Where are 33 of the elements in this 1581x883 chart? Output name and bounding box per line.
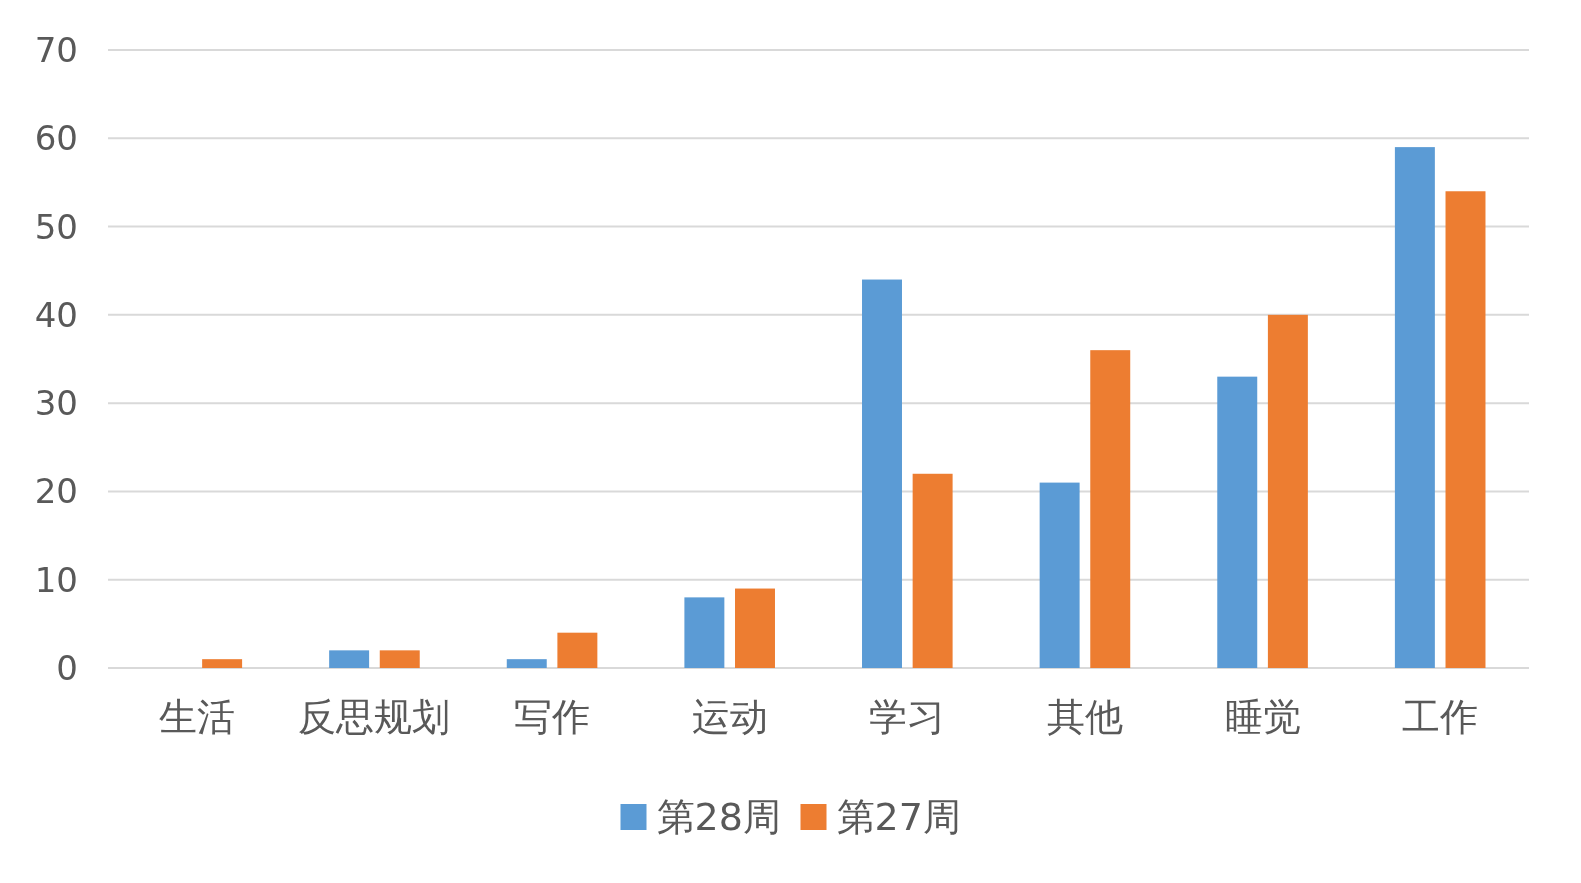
bar [1039, 482, 1080, 668]
bar [329, 650, 370, 668]
y-tick-label: 70 [34, 30, 78, 70]
bar [735, 588, 775, 668]
bar [379, 650, 420, 668]
y-tick-label: 60 [34, 118, 78, 159]
bar [1217, 376, 1258, 668]
x-tick-label: 睡觉 [1224, 695, 1301, 739]
y-tick-label: 50 [34, 206, 78, 247]
y-tick-label: 40 [34, 294, 78, 335]
x-tick-label: 反思规划 [298, 695, 451, 739]
y-tick-label: 30 [34, 383, 78, 424]
bar [862, 279, 902, 668]
y-tick-label: 10 [34, 559, 78, 600]
y-tick-label: 20 [34, 471, 78, 512]
x-tick-label: 学习 [869, 695, 946, 739]
bar [912, 473, 953, 668]
bar [684, 597, 725, 668]
bar [506, 659, 547, 668]
y-tick-label: 0 [56, 648, 78, 688]
bar [202, 659, 243, 668]
bar [1267, 314, 1308, 668]
bar [1394, 147, 1435, 668]
legend-label: 第27周 [836, 795, 961, 839]
x-tick-label: 生活 [158, 695, 235, 739]
bar [1090, 350, 1131, 668]
x-tick-label: 写作 [514, 695, 591, 739]
bar [557, 632, 598, 668]
x-tick-label: 运动 [691, 695, 768, 739]
x-tick-label: 其他 [1046, 695, 1123, 739]
legend-label: 第28周 [656, 795, 781, 839]
x-tick-label: 工作 [1402, 695, 1479, 739]
bar [1445, 191, 1486, 668]
